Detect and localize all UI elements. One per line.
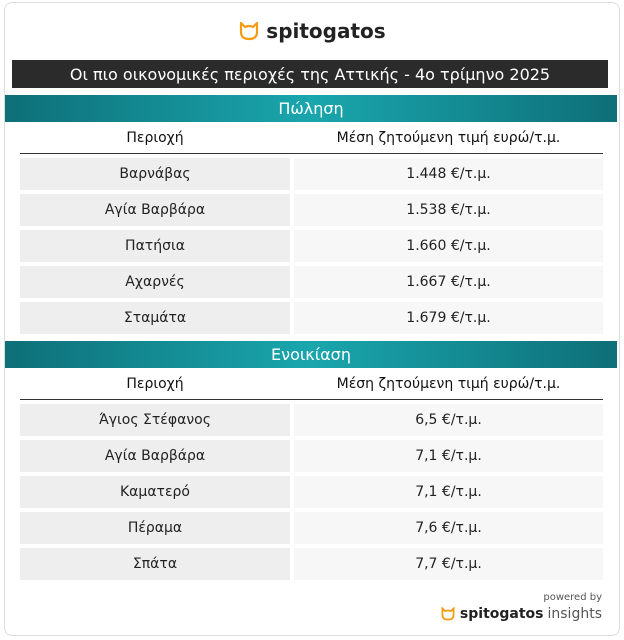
table-cell: 1.660 €/τ.μ. bbox=[294, 230, 603, 262]
column-header: Μέση ζητούμενη τιμή ευρώ/τ.μ. bbox=[336, 130, 561, 146]
footer-logo: spitogatos insights bbox=[440, 606, 602, 622]
section-heading: Ενοικίαση bbox=[5, 341, 617, 368]
table-cell: Καματερό bbox=[20, 476, 290, 508]
footer-brand: spitogatos bbox=[459, 606, 544, 622]
footer-suffix: insights bbox=[547, 606, 603, 622]
table-cell: 1.448 €/τ.μ. bbox=[294, 158, 603, 190]
column-header: Μέση ζητούμενη τιμή ευρώ/τ.μ. bbox=[336, 376, 561, 392]
table-cell: Αγία Βαρβάρα bbox=[20, 440, 290, 472]
table-cell: 7,7 €/τ.μ. bbox=[294, 548, 603, 580]
table-cell: 1.538 €/τ.μ. bbox=[294, 194, 603, 226]
table-cell: Άγιος Στέφανος bbox=[20, 404, 290, 436]
title: Οι πιο οικονομικές περιοχές της Αττικής … bbox=[12, 60, 608, 88]
table-cell: 7,1 €/τ.μ. bbox=[294, 476, 603, 508]
table-cell: 7,1 €/τ.μ. bbox=[294, 440, 603, 472]
logo-icon bbox=[240, 21, 259, 41]
table-cell: 7,6 €/τ.μ. bbox=[294, 512, 603, 544]
table-cell: Σπάτα bbox=[20, 548, 290, 580]
table-cell: Βαρνάβας bbox=[20, 158, 290, 190]
table-cell: Αγία Βαρβάρα bbox=[20, 194, 290, 226]
table-cell: Αχαρνές bbox=[20, 266, 290, 298]
header-rule bbox=[20, 399, 603, 400]
table-cell: Σταμάτα bbox=[20, 302, 290, 334]
table-cell: 6,5 €/τ.μ. bbox=[294, 404, 603, 436]
brand: spitogatos bbox=[266, 19, 386, 43]
logo: spitogatos bbox=[0, 16, 624, 46]
table-cell: 1.679 €/τ.μ. bbox=[294, 302, 603, 334]
header-rule bbox=[20, 153, 603, 154]
table-cell: 1.667 €/τ.μ. bbox=[294, 266, 603, 298]
table-cell: Πατήσια bbox=[20, 230, 290, 262]
table-cell: Πέραμα bbox=[20, 512, 290, 544]
footer-icon bbox=[441, 607, 455, 621]
column-header: Περιοχή bbox=[126, 376, 184, 392]
column-header: Περιοχή bbox=[126, 130, 184, 146]
powered-by: powered by bbox=[543, 592, 602, 603]
section-heading: Πώληση bbox=[5, 95, 617, 122]
